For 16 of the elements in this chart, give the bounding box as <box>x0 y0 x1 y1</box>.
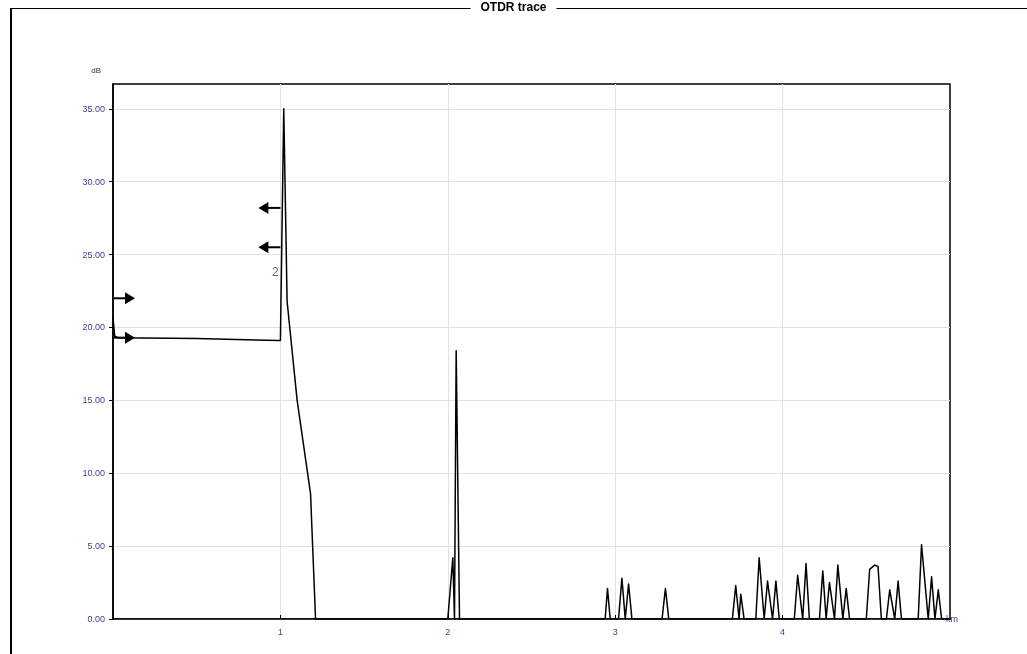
x-axis-title: km <box>946 614 958 624</box>
y-tick-label: 30.00 <box>82 176 105 187</box>
y-tick-label: 15.00 <box>82 395 105 406</box>
y-tick-label: 25.00 <box>82 249 105 260</box>
x-tick-label: 1 <box>277 626 283 637</box>
x-tick-label: 3 <box>612 626 618 637</box>
x-tick-label: 4 <box>780 626 786 637</box>
x-tick-label: 2 <box>445 626 451 637</box>
y-tick-label: 0.00 <box>87 614 105 624</box>
y-tick-label: 20.00 <box>82 322 105 333</box>
y-tick-label: 5.00 <box>87 541 105 552</box>
y-tick-label: 35.00 <box>82 103 105 114</box>
y-tick-label: 10.00 <box>82 468 105 479</box>
chart-title: OTDR trace <box>480 0 547 14</box>
annotation: 2 <box>272 265 280 280</box>
y-axis-title: dB <box>91 65 101 75</box>
